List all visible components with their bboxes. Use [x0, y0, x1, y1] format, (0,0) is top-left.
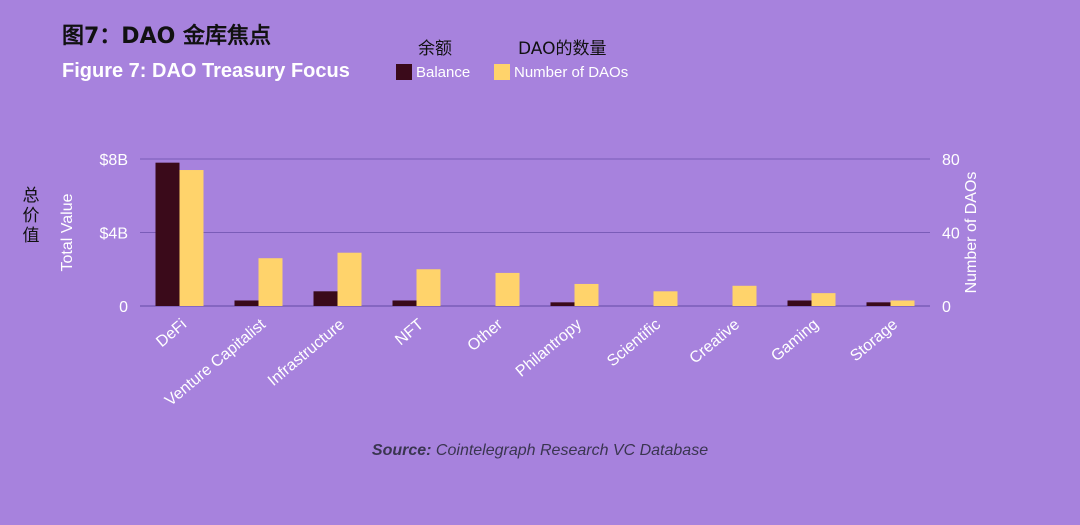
bar-number-of-daos-infrastructure [337, 252, 362, 306]
source-label: Source: [371, 442, 432, 459]
source-text: Cointelegraph Research VC Database [431, 442, 709, 459]
bar-chart: 0 $4B $8B 0 40 80 Total Value Number of DAOs DeF… [59, 152, 980, 410]
bar-number-of-daos-other [495, 272, 520, 306]
bar-number-of-daos-gaming [811, 293, 836, 306]
x-tick-label: Creative [687, 316, 744, 367]
y-tick-label: $4B [100, 226, 128, 243]
x-tick-label: Infrastructure [265, 316, 348, 390]
x-tick-label: Storage [847, 316, 901, 365]
chart-title: Figure 7: DAO Treasury Focus [62, 60, 350, 82]
bar-number-of-daos-philantropy [574, 283, 599, 306]
x-tick-label: Gaming [768, 316, 822, 365]
y-tick-label: 0 [119, 299, 128, 316]
y2-tick-label: 0 [942, 299, 951, 316]
y2-axis-title: Number of DAOs [963, 172, 980, 294]
legend-balance-chinese-label: 余额 [418, 39, 452, 59]
x-tick-label: Other [464, 316, 506, 355]
legend-swatch-number-of-daos [494, 64, 510, 80]
legend-item-number-of-daos: Number of DAOs [494, 63, 628, 81]
bar-balance-defi [155, 162, 180, 306]
bar-balance-nft [392, 300, 417, 306]
y-axis-title: Total Value [59, 193, 76, 271]
legend-label-balance: Balance [416, 63, 471, 81]
y-tick-label: $8B [100, 152, 128, 169]
legend-swatch-balance [396, 64, 412, 80]
chart-title-chinese: 图7：DAO 金库焦点 [62, 24, 271, 49]
x-tick-label: Philantropy [513, 316, 585, 380]
legend-count-chinese-label: DAO的数量 [518, 39, 607, 59]
bar-number-of-daos-venture-capitalist [258, 258, 283, 306]
bar-balance-venture-capitalist [234, 300, 259, 306]
bar-balance-gaming [787, 300, 812, 306]
legend-item-balance: Balance [396, 63, 470, 81]
y-axis-chinese-label: 总价值 [22, 186, 40, 246]
x-tick-label: DeFi [153, 316, 190, 351]
bar-balance-storage [866, 302, 891, 306]
y2-tick-label: 40 [942, 226, 960, 243]
bar-number-of-daos-storage [890, 300, 915, 306]
bar-number-of-daos-defi [179, 170, 204, 306]
legend-label-number-of-daos: Number of DAOs [514, 63, 629, 81]
x-tick-label: NFT [392, 316, 427, 349]
bar-number-of-daos-nft [416, 269, 441, 306]
source-note: Source: Cointelegraph Research VC Databa… [0, 442, 1080, 460]
bar-number-of-daos-scientific [653, 291, 678, 306]
bar-balance-infrastructure [313, 291, 338, 306]
x-tick-label: Scientific [604, 316, 664, 370]
y2-tick-label: 80 [942, 152, 960, 169]
bar-balance-philantropy [550, 302, 575, 306]
bar-number-of-daos-creative [732, 285, 757, 306]
